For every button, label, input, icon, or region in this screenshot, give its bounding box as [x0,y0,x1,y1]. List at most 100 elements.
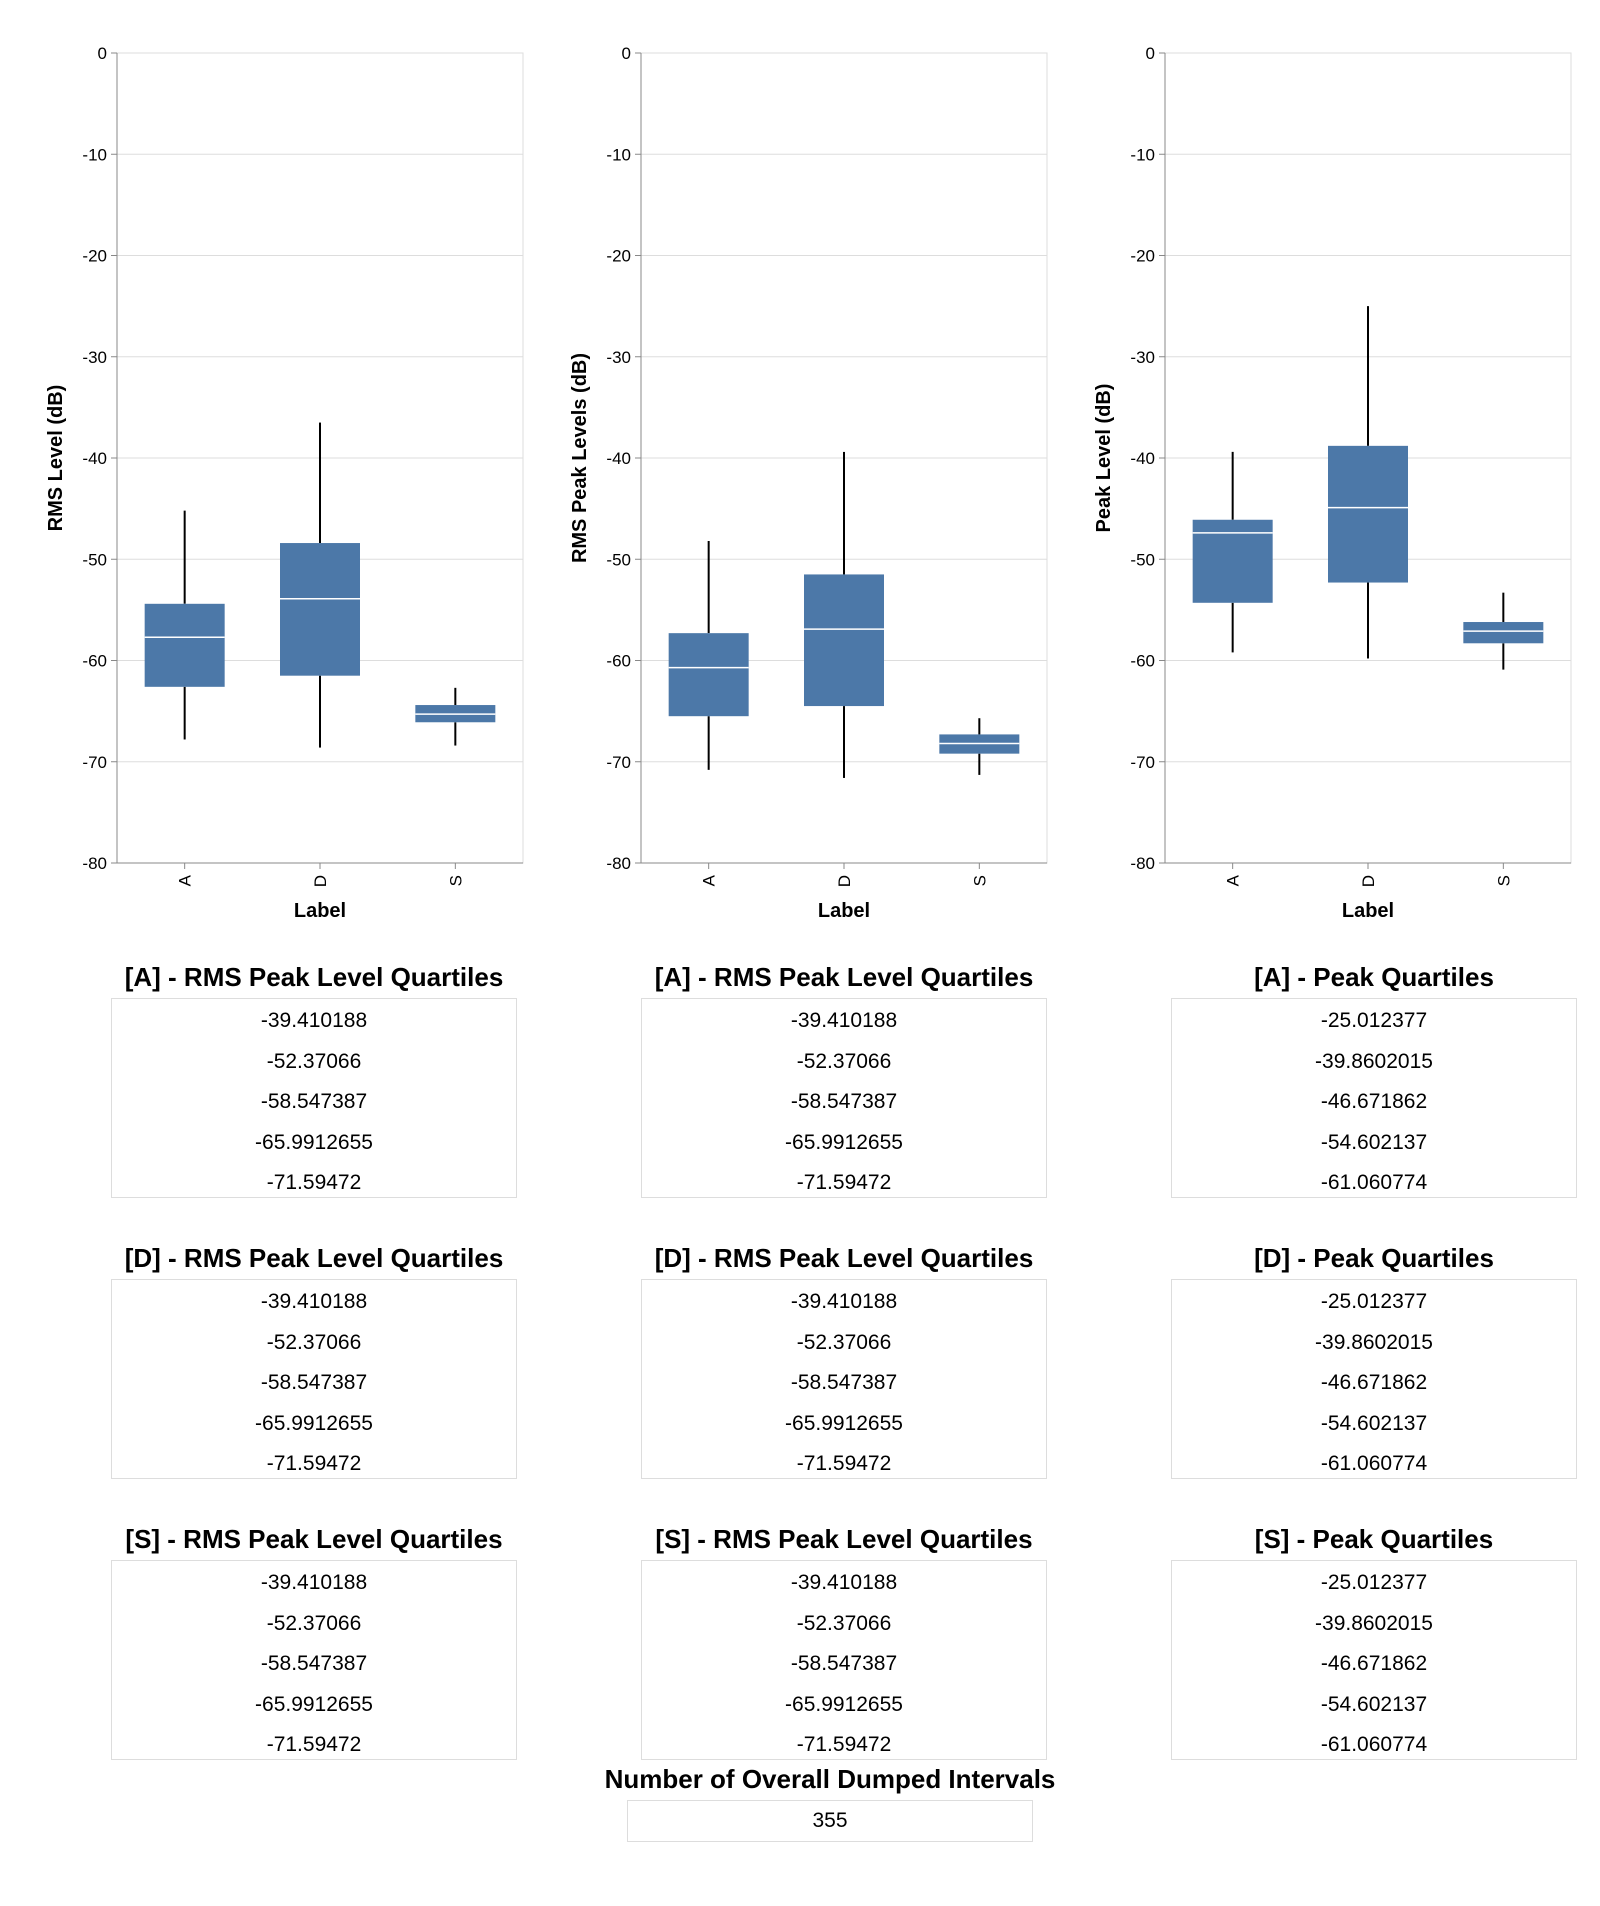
quartile-list: -25.012377 -39.8602015 -46.671862 -54.60… [1171,998,1577,1198]
panel-title: [S] - RMS Peak Level Quartiles [125,1524,503,1554]
quartile-value: -71.59472 [796,1733,892,1756]
quartile-value: -54.602137 [1320,1692,1428,1716]
quartile-value: -39.8602015 [1315,1049,1433,1073]
quartile-list: -39.410188 -52.37066 -58.547387 -65.9912… [111,1560,517,1760]
quartile-value: -71.59472 [266,1171,362,1194]
quartile-panel-d-rms: [D] - RMS Peak Level Quartiles -39.41018… [111,1241,517,1479]
y-tick-label: -50 [82,550,107,569]
quartile-value: -39.8602015 [1315,1611,1433,1635]
quartile-value: -58.547387 [260,1652,368,1675]
chart-1: 0 -10 -20 -30 -40 -50 -60 -70 -80 A D S Label RMS Lev… [45,44,524,922]
x-tick-label: A [700,874,719,886]
quartile-value: -39.8602015 [1315,1330,1433,1354]
panel-title: [D] - RMS Peak Level Quartiles [124,1243,504,1273]
quartile-list: -25.012377 -39.8602015 -46.671862 -54.60… [1171,1279,1577,1479]
quartile-panel-s-rms-peak: [S] - RMS Peak Level Quartiles -39.41018… [641,1522,1047,1760]
quartile-value: -65.9912655 [255,1692,373,1716]
quartile-value: -39.410188 [790,1009,898,1032]
quartile-value: -71.59472 [796,1171,892,1194]
quartile-value: -46.671862 [1320,1090,1428,1113]
x-axis-title: Label [818,900,870,922]
y-tick-label: -20 [82,247,107,266]
quartile-value: -61.060774 [1320,1452,1428,1475]
y-tick-label: -20 [1130,247,1155,266]
quartile-panel-a-rms-peak: [A] - RMS Peak Level Quartiles -39.41018… [641,960,1047,1198]
quartile-value: -58.547387 [790,1652,898,1675]
y-tick-label: -60 [82,652,107,671]
quartile-value: -39.410188 [260,1290,368,1313]
quartile-value: -54.602137 [1320,1411,1428,1435]
quartile-value: -52.37066 [266,1330,362,1354]
y-tick-label: -10 [606,145,631,164]
quartile-value: -58.547387 [790,1090,898,1113]
quartile-panel-a-peak: [A] - Peak Quartiles -25.012377 -39.8602… [1171,960,1577,1198]
y-tick-label: -80 [606,854,631,873]
quartile-value: -46.671862 [1320,1652,1428,1675]
y-tick-label: -30 [1130,348,1155,367]
boxplot-charts: 0 -10 -20 -30 -40 -50 -60 -70 -80 A D S Label RMS Lev… [45,44,1572,922]
quartile-value: -39.410188 [790,1571,898,1594]
y-tick-label: -50 [606,550,631,569]
panel-title: [D] - Peak Quartiles [1254,1243,1494,1273]
x-axis-title: Label [294,900,346,922]
quartile-value: -65.9912655 [785,1692,903,1716]
box-D [1328,445,1408,583]
quartile-value: -25.012377 [1320,1009,1428,1032]
y-tick-label: -80 [1130,854,1155,873]
x-tick-label: D [835,875,854,887]
box-A [144,603,225,687]
quartile-panel-d-peak: [D] - Peak Quartiles -25.012377 -39.8602… [1171,1241,1577,1479]
quartile-value: -65.9912655 [255,1130,373,1154]
quartile-panel-s-rms: [S] - RMS Peak Level Quartiles -39.41018… [111,1522,517,1760]
quartile-value: -52.37066 [796,1611,892,1635]
quartile-value: -61.060774 [1320,1171,1428,1194]
panel-title: [S] - RMS Peak Level Quartiles [655,1524,1033,1554]
y-tick-label: -40 [82,449,107,468]
y-axis-title: RMS Level (dB) [45,385,67,532]
quartile-value: -52.37066 [796,1330,892,1354]
y-tick-label: -70 [606,753,631,772]
panel-title: [S] - Peak Quartiles [1254,1524,1494,1554]
y-tick-label: -40 [606,449,631,468]
quartile-value: -65.9912655 [785,1411,903,1435]
box-D [280,543,360,676]
y-tick-label: -30 [606,348,631,367]
quartile-value: -71.59472 [796,1452,892,1475]
x-tick-label: A [176,874,195,886]
x-axis-title: Label [1342,900,1394,922]
quartile-value: -52.37066 [796,1049,892,1073]
quartile-value: -39.410188 [260,1571,368,1594]
quartile-value: -58.547387 [790,1371,898,1394]
quartile-list: -39.410188 -52.37066 -58.547387 -65.9912… [111,998,517,1198]
quartile-value: -65.9912655 [255,1411,373,1435]
quartile-value: -71.59472 [266,1452,362,1475]
y-axis-title: RMS Peak Levels (dB) [569,353,591,563]
quartile-panel-a-rms: [A] - RMS Peak Level Quartiles -39.41018… [111,960,517,1198]
y-tick-label: 0 [1146,44,1155,63]
y-tick-label: -10 [82,145,107,164]
y-tick-label: -30 [82,348,107,367]
box-S [1463,622,1544,644]
x-tick-label: S [970,875,989,886]
quartile-panel-d-rms-peak: [D] - RMS Peak Level Quartiles -39.41018… [641,1241,1047,1479]
quartile-value: -25.012377 [1320,1290,1428,1313]
y-tick-label: -70 [82,753,107,772]
y-tick-label: -80 [82,854,107,873]
quartile-value: -71.59472 [266,1733,362,1756]
quartile-list: -39.410188 -52.37066 -58.547387 -65.9912… [641,1560,1047,1760]
chart-3: 0 -10 -20 -30 -40 -50 -60 -70 -80 A D S Label Peak Le… [1093,44,1572,922]
dumped-intervals-summary: Number of Overall Dumped Intervals 355 [590,1762,1070,1842]
y-tick-label: -20 [606,247,631,266]
quartile-value: -46.671862 [1320,1371,1428,1394]
quartile-value: -52.37066 [266,1611,362,1635]
quartile-value: -58.547387 [260,1371,368,1394]
x-tick-label: D [311,875,330,887]
chart-2: 0 -10 -20 -30 -40 -50 -60 -70 -80 A D S Label RMS Pea… [569,44,1048,922]
quartile-panel-s-peak: [S] - Peak Quartiles -25.012377 -39.8602… [1171,1522,1577,1760]
y-tick-label: -70 [1130,753,1155,772]
box-D [804,574,884,707]
quartile-value: -25.012377 [1320,1571,1428,1594]
quartile-value: -52.37066 [266,1049,362,1073]
summary-title: Number of Overall Dumped Intervals [604,1764,1056,1794]
y-tick-label: 0 [622,44,631,63]
